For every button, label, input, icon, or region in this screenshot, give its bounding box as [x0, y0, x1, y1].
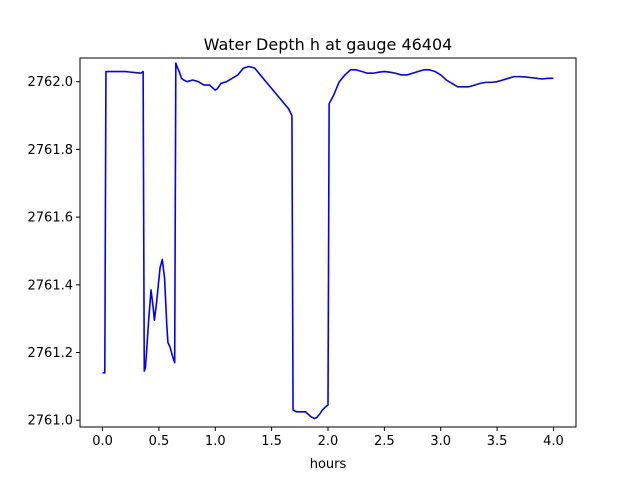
y-axis: 2761.0 2761.2 2761.4 2761.6 2761.8 2762.0: [28, 75, 80, 429]
x-tick-label: 2.5: [374, 434, 395, 449]
y-tick-label: 2761.8: [28, 143, 74, 158]
plot-area: [102, 62, 554, 420]
series-line-0: [102, 62, 554, 420]
x-tick-label: 1.5: [261, 434, 282, 449]
y-tick-label: 2761.6: [28, 211, 74, 226]
y-tick-label: 2761.4: [28, 278, 74, 293]
y-tick-label: 2761.2: [28, 346, 74, 361]
plot-frame: [79, 57, 577, 428]
x-tick-label: 4.0: [543, 434, 564, 449]
y-tick-label: 2761.0: [28, 414, 74, 429]
x-tick-label: 2.0: [318, 434, 339, 449]
x-tick-label: 3.5: [487, 434, 508, 449]
x-axis-label: hours: [310, 457, 347, 472]
chart-title: Water Depth h at gauge 46404: [204, 35, 453, 54]
y-tick-label: 2762.0: [28, 75, 74, 90]
x-axis: 0.0 0.5 1.0 1.5 2.0 2.5 3.0 3.5 4.0: [92, 427, 564, 449]
x-tick-label: 0.0: [92, 434, 113, 449]
x-tick-label: 3.0: [430, 434, 451, 449]
x-tick-label: 0.5: [149, 434, 170, 449]
x-tick-label: 1.0: [205, 434, 226, 449]
